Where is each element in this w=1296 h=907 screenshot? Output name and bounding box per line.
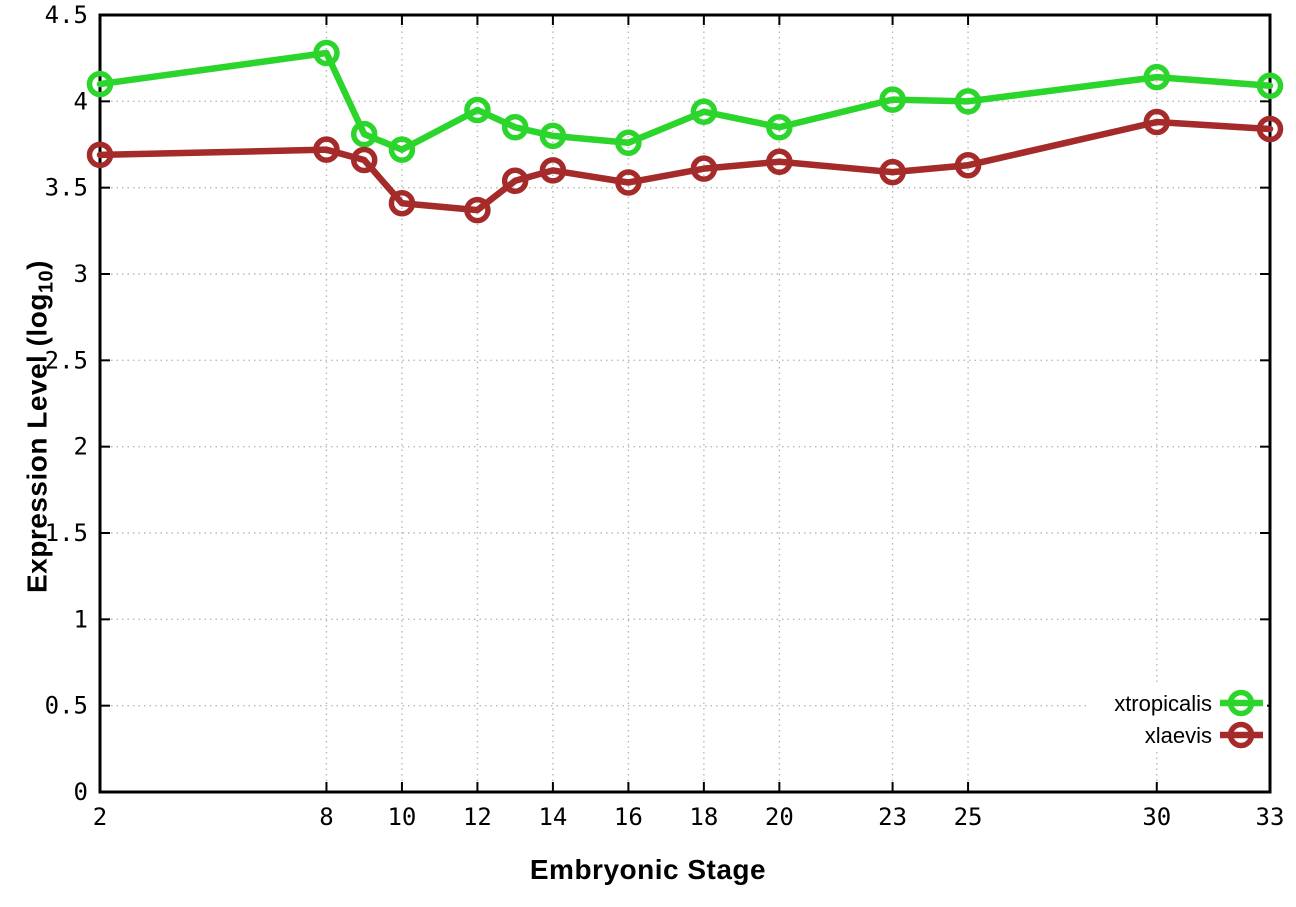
y-axis-title: Expression Level (log10) xyxy=(22,227,59,627)
data-point-xtropicalis xyxy=(501,113,529,141)
x-tick-label: 14 xyxy=(538,803,567,831)
y-tick-label: 1 xyxy=(74,605,88,633)
data-point-xtropicalis xyxy=(954,88,982,115)
data-point-xlaevis xyxy=(388,189,416,217)
x-tick-label: 8 xyxy=(319,803,333,831)
data-point-xtropicalis xyxy=(539,122,567,150)
y-tick-label: 0 xyxy=(74,778,88,806)
legend-marker-xtropicalis xyxy=(1227,689,1255,717)
y-axis-title-end: ) xyxy=(21,260,53,270)
y-axis-title-subscript: 10 xyxy=(35,269,58,294)
legend-label-xtropicalis: xtropicalis xyxy=(1114,691,1212,716)
y-tick-label: 2 xyxy=(74,433,88,461)
y-tick-label: 3 xyxy=(74,260,88,288)
data-point-xtropicalis xyxy=(86,70,114,98)
data-point-xtropicalis xyxy=(1143,63,1171,91)
data-point-xtropicalis xyxy=(615,129,642,157)
x-tick-label: 16 xyxy=(614,803,643,831)
data-point-xlaevis xyxy=(539,157,567,184)
data-point-xlaevis xyxy=(954,151,982,179)
data-point-xlaevis xyxy=(879,158,906,186)
y-tick-label: 4 xyxy=(74,87,88,115)
data-point-xtropicalis xyxy=(690,98,718,125)
data-point-xlaevis xyxy=(350,146,378,174)
x-tick-label: 30 xyxy=(1142,803,1171,831)
legend-marker-xlaevis xyxy=(1227,721,1255,749)
y-axis-title-main: Expression Level (log xyxy=(21,293,53,593)
data-point-xlaevis xyxy=(313,136,340,163)
data-point-xlaevis xyxy=(1143,108,1171,136)
data-point-xtropicalis xyxy=(879,86,906,113)
x-tick-label: 25 xyxy=(954,803,983,831)
data-point-xtropicalis xyxy=(464,96,491,124)
data-point-xlaevis xyxy=(1256,115,1284,143)
y-tick-label: 1.5 xyxy=(45,519,88,547)
plot-border xyxy=(98,13,1272,794)
y-tick-label: 2.5 xyxy=(45,346,88,374)
x-tick-label: 18 xyxy=(689,803,718,831)
x-tick-label: 10 xyxy=(387,803,416,831)
y-tick-label: 0.5 xyxy=(45,692,88,720)
data-point-xlaevis xyxy=(464,196,491,224)
y-tick-label: 4.5 xyxy=(45,1,88,29)
data-point-xtropicalis xyxy=(1256,72,1284,100)
data-point-xtropicalis xyxy=(766,113,793,141)
data-point-xlaevis xyxy=(766,148,793,176)
x-axis-title: Embryonic Stage xyxy=(529,854,767,885)
data-point-xtropicalis xyxy=(313,39,340,67)
x-tick-label: 2 xyxy=(93,803,107,831)
x-tick-label: 33 xyxy=(1256,803,1285,831)
x-tick-label: 20 xyxy=(765,803,794,831)
data-point-xlaevis xyxy=(615,169,642,196)
data-point-xlaevis xyxy=(690,155,718,182)
data-point-xtropicalis xyxy=(388,136,416,163)
data-point-xtropicalis xyxy=(350,120,378,148)
data-point-xlaevis xyxy=(501,167,529,195)
x-tick-label: 23 xyxy=(878,803,907,831)
series-line-xlaevis xyxy=(96,118,1274,214)
legend-label-xlaevis: xlaevis xyxy=(1145,723,1212,748)
data-point-xlaevis xyxy=(86,141,114,169)
x-tick-label: 12 xyxy=(463,803,492,831)
y-tick-label: 3.5 xyxy=(45,174,88,202)
